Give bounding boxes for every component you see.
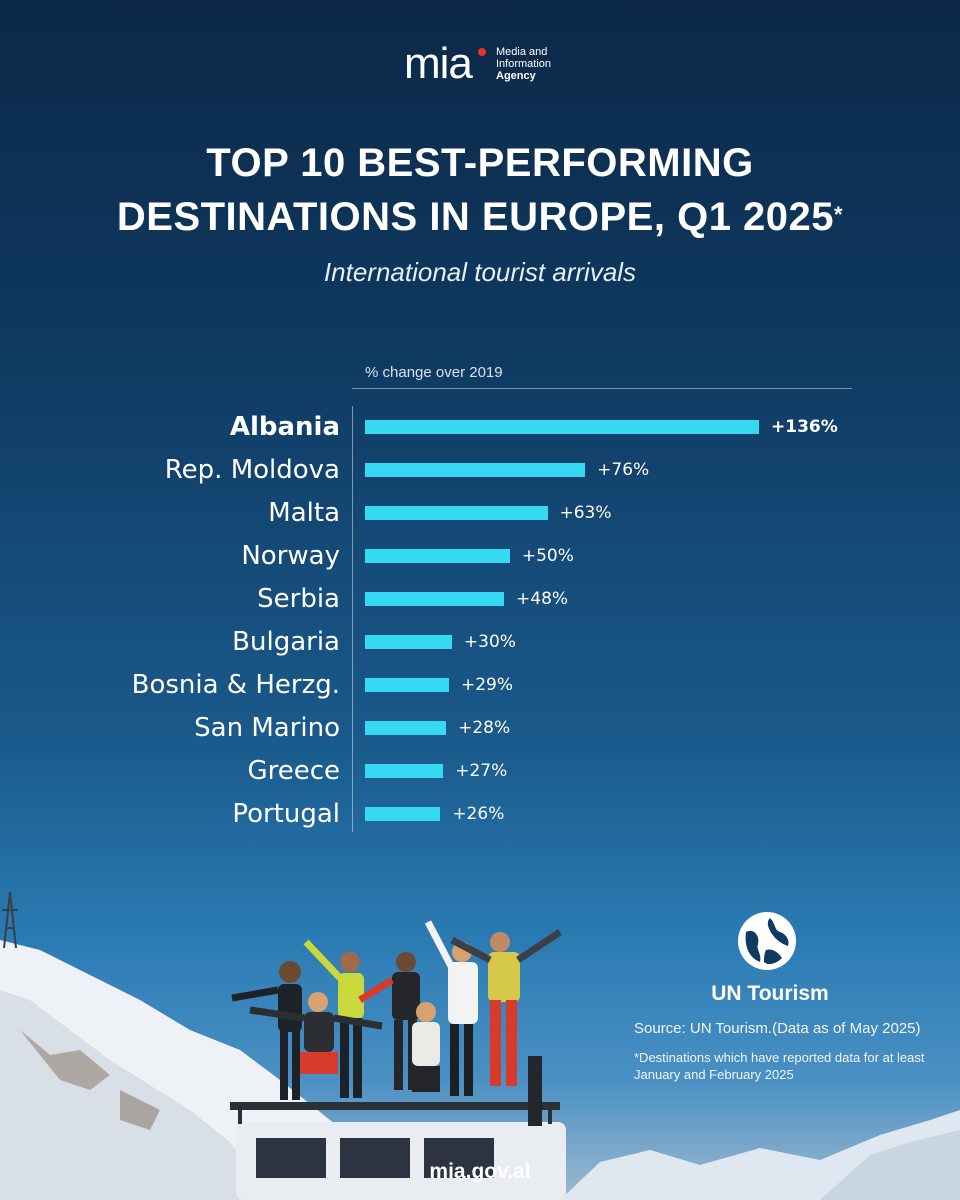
category-label: Greece (247, 756, 340, 786)
un-tourism-name: UN Tourism (711, 982, 829, 1005)
brand-wordmark: mia (404, 39, 473, 88)
value-label: +27% (455, 761, 508, 781)
page-title-line-2-text: DESTINATIONS IN EUROPE, Q1 2025 (116, 195, 835, 239)
axis-baseline (352, 406, 353, 832)
footnote: *Destinations which have reported data f… (634, 1050, 925, 1082)
value-label: +29% (461, 675, 514, 695)
value-label: +76% (597, 460, 650, 480)
footer-url[interactable]: mia.gov.al (429, 1160, 531, 1183)
bar (365, 635, 452, 649)
page-title-line-2: DESTINATIONS IN EUROPE, Q1 2025* (0, 192, 960, 242)
bar (365, 721, 447, 735)
un-tourism-globe-icon (738, 912, 796, 970)
page-title-line-1: TOP 10 BEST-PERFORMING (206, 141, 754, 185)
category-label: Portugal (232, 799, 340, 829)
bar (365, 764, 444, 778)
bar (365, 420, 759, 434)
bar (365, 506, 548, 520)
title-asterisk: * (834, 202, 844, 227)
axis-top-rule (352, 388, 852, 389)
bar (365, 678, 449, 692)
brand-line-2: Information (496, 58, 552, 70)
mia-logo: mia Media and Information Agency (404, 39, 564, 88)
brand-dot (478, 48, 486, 56)
value-label: +28% (458, 718, 511, 738)
bar (365, 807, 441, 821)
bar (365, 592, 505, 606)
category-label: Rep. Moldova (164, 455, 340, 485)
category-label: Serbia (257, 584, 340, 614)
value-label: +136% (771, 417, 838, 437)
category-label: Albania (229, 412, 340, 442)
value-label: +30% (463, 632, 516, 652)
category-label: San Marino (194, 713, 340, 743)
category-label: Norway (241, 541, 340, 571)
category-label: Malta (268, 498, 340, 528)
value-label: +48% (516, 589, 569, 609)
axis-caption: % change over 2019 (365, 364, 503, 381)
page-subtitle: International tourist arrivals (323, 257, 637, 287)
value-label: +50% (521, 546, 574, 566)
category-label: Bosnia & Herzg. (131, 670, 340, 700)
bar (365, 463, 586, 477)
source-note: Source: UN Tourism.(Data as of May 2025) (634, 1020, 921, 1037)
brand-line-1: Media and (496, 46, 548, 58)
category-label: Bulgaria (232, 627, 340, 657)
bar (365, 549, 510, 563)
value-label: +63% (559, 503, 612, 523)
brand-line-3: Agency (496, 70, 536, 82)
background-photo (0, 891, 960, 1200)
value-label: +26% (452, 804, 505, 824)
